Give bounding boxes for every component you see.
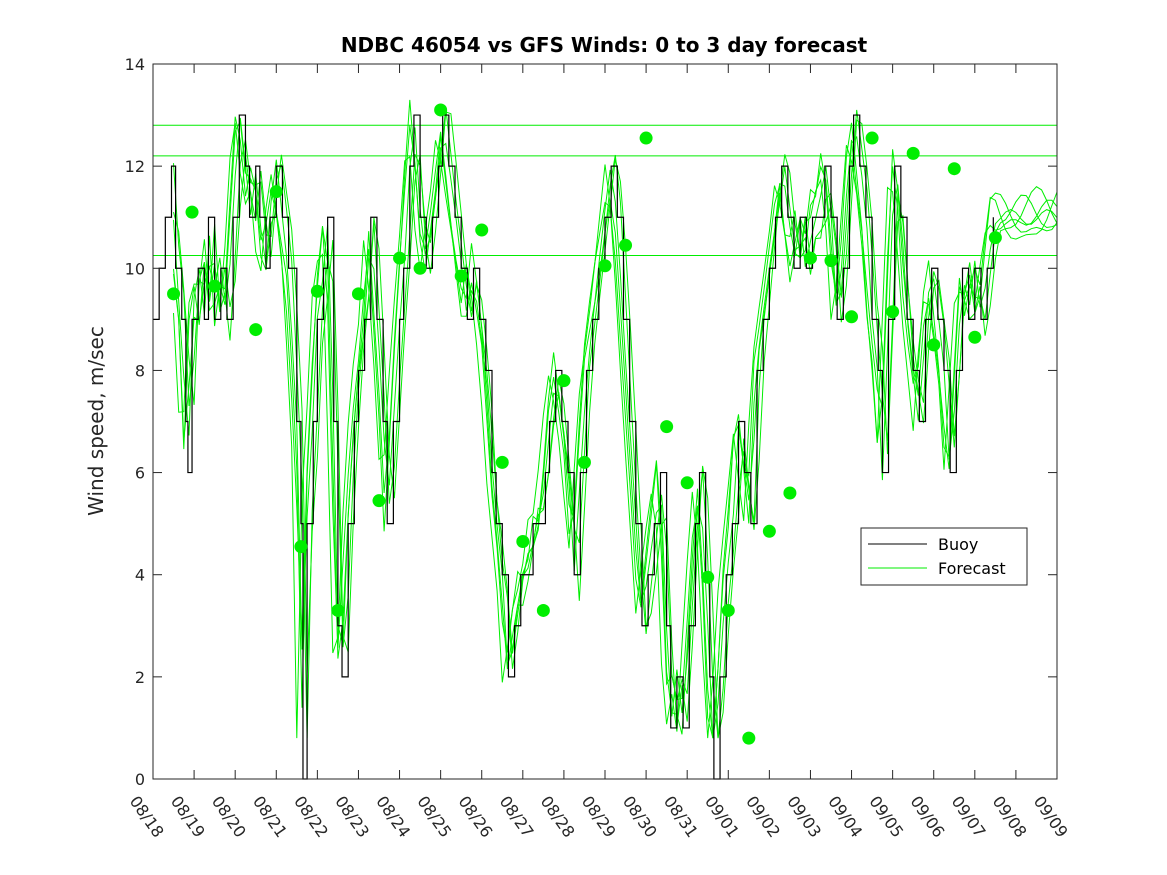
forecast-marker-5	[294, 540, 308, 554]
forecast-marker-18	[557, 374, 571, 388]
forecast-marker-13	[454, 269, 468, 283]
forecast-marker-28	[762, 524, 776, 538]
y-tick-label-5: 10	[125, 259, 145, 278]
y-tick-label-7: 14	[125, 55, 145, 74]
y-axis-label: Wind speed, m/sec	[84, 326, 108, 516]
forecast-marker-27	[742, 731, 756, 745]
forecast-trace-3	[173, 122, 1058, 739]
legend-buoy-label: Buoy	[938, 535, 978, 554]
forecast-marker-32	[845, 310, 859, 324]
forecast-marker-3	[249, 323, 263, 337]
forecast-marker-33	[865, 131, 879, 145]
forecast-marker-9	[372, 494, 386, 508]
forecast-trace-5	[173, 119, 1058, 739]
forecast-marker-24	[680, 476, 694, 490]
forecast-marker-25	[701, 570, 715, 584]
forecast-marker-21	[619, 238, 633, 252]
y-tick-label-1: 2	[135, 668, 145, 687]
y-tick-label-0: 0	[135, 770, 145, 789]
forecast-marker-36	[927, 338, 941, 352]
chart-title: NDBC 46054 vs GFS Winds: 0 to 3 day fore…	[341, 33, 868, 57]
forecast-marker-11	[413, 261, 427, 275]
forecast-marker-10	[393, 251, 407, 265]
forecast-marker-12	[434, 103, 448, 117]
forecast-marker-39	[988, 231, 1002, 245]
forecast-marker-7	[331, 603, 345, 617]
forecast-marker-26	[721, 603, 735, 617]
legend: Buoy Forecast	[860, 527, 1028, 586]
forecast-marker-31	[824, 254, 838, 268]
forecast-marker-14	[475, 223, 489, 237]
forecast-marker-38	[968, 330, 982, 344]
forecast-marker-15	[495, 455, 509, 469]
forecast-marker-34	[886, 305, 900, 319]
forecast-marker-0	[167, 287, 181, 301]
forecast-trace-4	[173, 111, 1058, 739]
y-tick-label-3: 6	[135, 464, 145, 483]
forecast-marker-23	[660, 420, 674, 434]
forecast-marker-8	[351, 287, 365, 301]
forecast-marker-29	[783, 486, 797, 500]
forecast-marker-30	[803, 251, 817, 265]
forecast-marker-22	[639, 131, 653, 145]
forecast-marker-1	[185, 205, 199, 219]
forecast-marker-19	[577, 455, 591, 469]
y-tick-label-4: 8	[135, 361, 145, 380]
forecast-marker-20	[598, 259, 612, 273]
legend-box	[860, 527, 1028, 586]
legend-forecast-label: Forecast	[938, 559, 1006, 578]
forecast-marker-2	[208, 279, 222, 293]
forecast-marker-16	[516, 535, 530, 549]
forecast-marker-4	[269, 185, 283, 199]
forecast-marker-35	[906, 146, 920, 160]
forecast-marker-6	[310, 284, 324, 298]
forecast-marker-17	[536, 603, 550, 617]
plot-background	[153, 64, 1057, 779]
buoy-series-line	[153, 114, 994, 780]
y-tick-label-2: 4	[135, 566, 145, 585]
forecast-marker-37	[947, 162, 961, 176]
y-tick-label-6: 12	[125, 157, 145, 176]
